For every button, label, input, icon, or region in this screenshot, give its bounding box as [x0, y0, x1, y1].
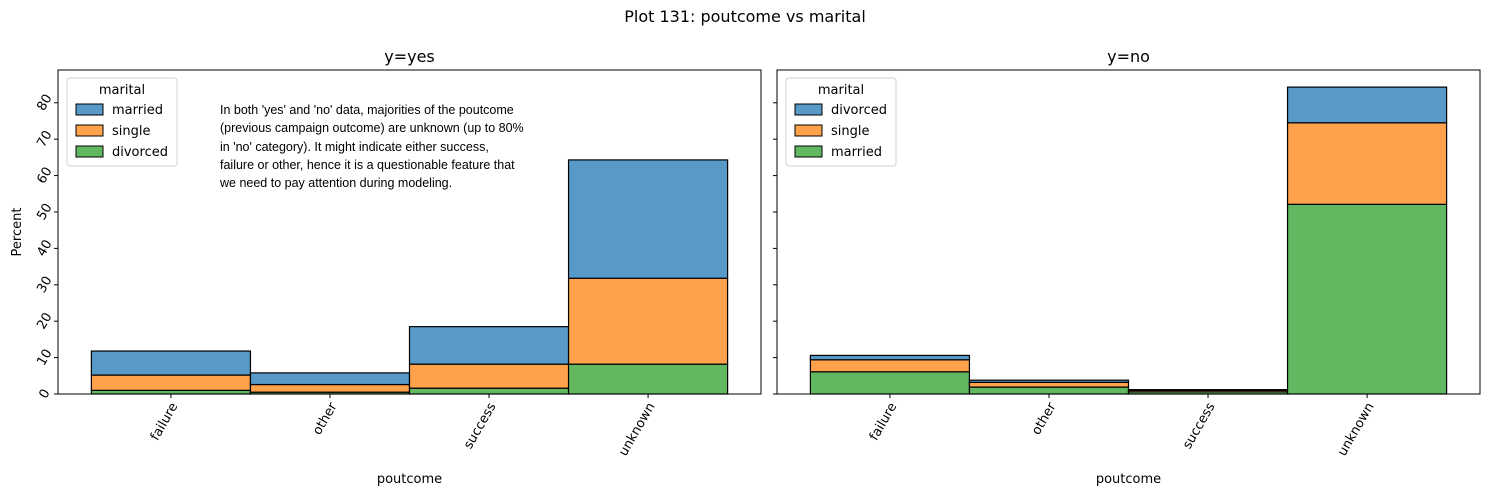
y-tick-label: 50: [34, 201, 55, 223]
x-tick-label: success: [1180, 400, 1219, 452]
x-tick-label: failure: [867, 400, 901, 443]
y-tick-label: 40: [34, 237, 55, 259]
bar-divorced-failure: [809, 354, 971, 361]
x-tick-label: success: [461, 400, 500, 452]
bar-single-unknown: [567, 277, 729, 365]
bar-divorced-other: [968, 379, 1130, 383]
legend-box: [66, 77, 178, 167]
y-tick-label: 30: [34, 274, 55, 296]
y-tick-label: 10: [34, 347, 55, 369]
x-tick-label: unknown: [616, 400, 659, 459]
y-tick-label: 0: [36, 387, 53, 402]
x-axis-label: poutcome: [1096, 472, 1161, 487]
bar-single-other: [968, 381, 1130, 388]
x-tick-label: failure: [148, 400, 182, 443]
legend: marital divorced single married: [785, 77, 897, 167]
x-tick-label: other: [1029, 400, 1060, 438]
bar-single-failure: [809, 359, 971, 373]
x-tick-label: unknown: [1335, 400, 1378, 459]
bar-single-other: [249, 383, 411, 393]
bar-married-other: [968, 386, 1130, 395]
axes-frame: [776, 69, 1481, 395]
axes-frame: [57, 69, 762, 395]
annotation-text: In both 'yes' and 'no' data, majorities …: [220, 103, 524, 191]
legend-swatch-married: [75, 103, 104, 116]
legend-label-single: single: [112, 124, 151, 139]
bar-divorced-unknown: [1286, 86, 1448, 124]
legend-swatch-divorced: [75, 145, 104, 158]
y-tick-label: 20: [34, 310, 55, 332]
bar-divorced-success: [408, 387, 570, 395]
bar-married-success: [408, 326, 570, 365]
subplot-title: y=no: [1107, 47, 1150, 66]
figure-title: Plot 131: poutcome vs marital: [624, 7, 866, 26]
bar-single-success: [408, 363, 570, 389]
subplot-2: failure other success unknown y=no poutcome ma…: [773, 47, 1481, 487]
legend-swatch-married: [794, 145, 823, 158]
legend-label-divorced: divorced: [831, 103, 887, 118]
bar-single-failure: [90, 374, 252, 391]
bar-married-failure: [809, 371, 971, 395]
subplot-title: y=yes: [384, 47, 435, 66]
bar-married-failure: [90, 350, 252, 376]
y-axis-label: Percent: [10, 208, 25, 257]
bar-single-unknown: [1286, 122, 1448, 205]
legend-swatch-single: [75, 124, 104, 137]
legend-title: marital: [99, 83, 145, 98]
legend-swatch-divorced: [794, 103, 823, 116]
legend: marital married single divorced: [66, 77, 178, 167]
legend-box: [785, 77, 897, 167]
y-tick-label: 80: [34, 92, 55, 114]
legend-label-married: married: [831, 145, 882, 160]
legend-label-divorced: divorced: [112, 145, 168, 160]
bar-divorced-success: [1127, 389, 1289, 391]
legend-label-married: married: [112, 103, 163, 118]
bar-married-other: [249, 372, 411, 386]
bar-divorced-unknown: [567, 363, 729, 395]
legend-title: marital: [818, 83, 864, 98]
x-axis-label: poutcome: [377, 472, 442, 487]
y-tick-label: 60: [34, 165, 55, 187]
legend-label-single: single: [831, 124, 870, 139]
y-tick-label: 70: [34, 128, 55, 150]
legend-swatch-single: [794, 124, 823, 137]
bar-married-unknown: [1286, 203, 1448, 395]
x-tick-label: other: [310, 400, 341, 438]
bar-married-unknown: [567, 159, 729, 279]
